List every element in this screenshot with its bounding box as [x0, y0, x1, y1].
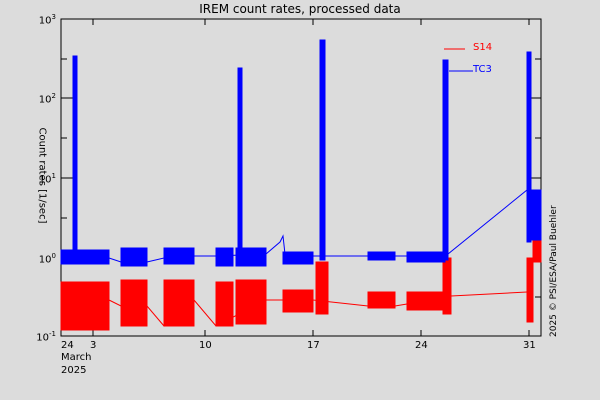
x-tick-label: 17 — [307, 340, 320, 351]
x-axis-month: March — [61, 352, 92, 363]
y-tick-label: 103 — [38, 13, 56, 27]
y-tick-label: 10-1 — [36, 330, 56, 344]
legend-tc3: TC3 — [473, 64, 492, 75]
x-tick-label: 10 — [199, 340, 212, 351]
x-axis-year: 2025 — [61, 365, 87, 376]
y-tick-label: 100 — [38, 252, 56, 266]
y-tick-label: 101 — [38, 172, 56, 186]
x-tick-label: 31 — [523, 340, 536, 351]
x-tick-label: 24 — [415, 340, 428, 351]
legend-s14: S14 — [473, 42, 493, 53]
x-tick-label: 3 — [90, 340, 97, 351]
y-tick-label: 102 — [38, 92, 56, 106]
y-axis-title: Count rates [1/sec] — [36, 127, 48, 224]
series-tc3 — [60, 39, 542, 267]
copyright-credit: 2025 © PSI/ESA/Paul Buehler — [549, 205, 559, 337]
x-tick-label: 24 — [61, 340, 74, 351]
series-s14 — [60, 231, 542, 331]
chart-title: IREM count rates, processed data — [199, 2, 401, 16]
